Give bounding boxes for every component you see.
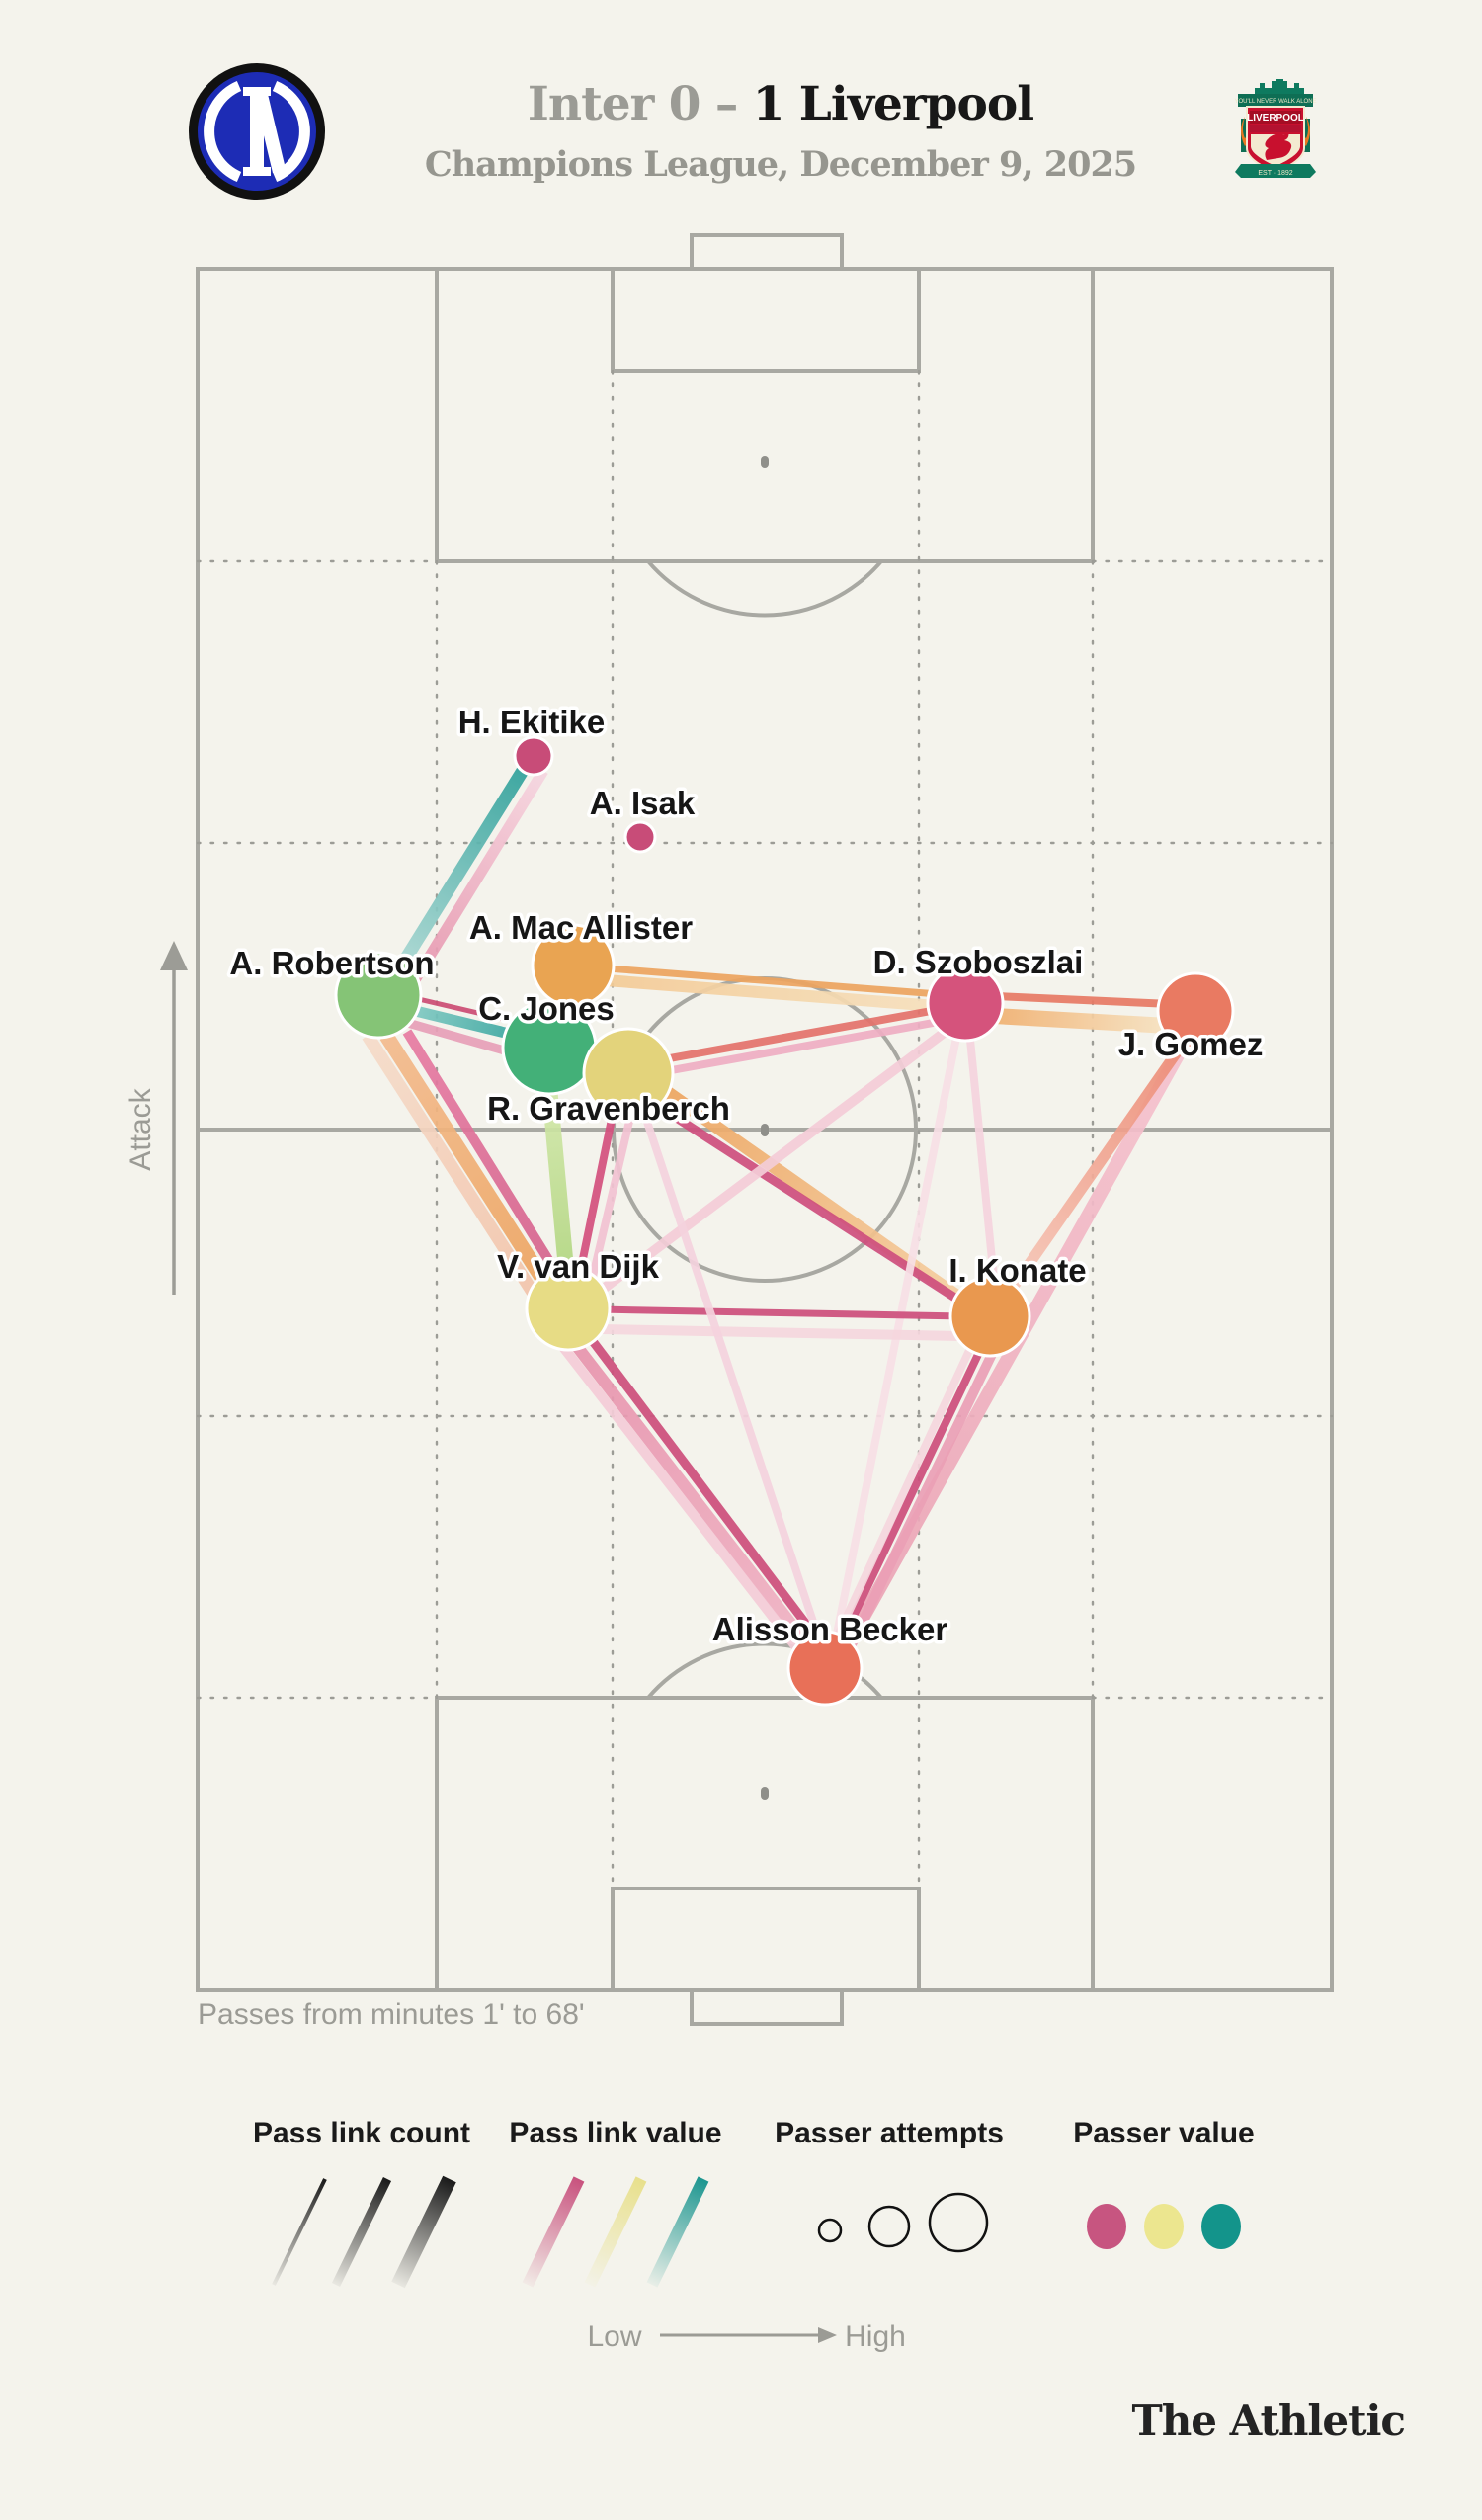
pass-link-d-szoboszlai-to-i-konate [966,1039,998,1281]
player-node-d-szoboszlai [926,964,1005,1043]
player-label-a-mac-allister: A. Mac Allister [469,909,693,946]
legend-passer-attempts-label: Passer attempts [775,2117,1004,2149]
match-subtitle: Champions League, December 9, 2025 [424,144,1137,185]
player-nodes [334,735,1235,1707]
pass-link-a-robertson-to-h-ekitike [381,762,532,992]
svg-text:LIVERPOOL: LIVERPOOL [1247,113,1304,124]
liverpool-crest-icon: YOU'LL NEVER WALK ALONE LIVERPOOL EST · … [1234,79,1317,178]
legend-scale: Low High [587,2320,905,2353]
pass-link-a-mac-allister-to-d-szoboszlai [607,965,940,998]
pass-links [362,762,1194,1656]
player-node-a-isak [623,820,657,854]
pass-link-d-szoboszlai-to-j-gomez [993,1008,1169,1034]
match-title-inter-score: Inter 0 – [527,77,753,131]
attack-arrow-icon [160,941,188,970]
player-label-r-gravenberch: R. Gravenberch [487,1090,730,1127]
legend-low-label: Low [587,2320,641,2353]
legend-glyph-passer-value [1087,2204,1241,2249]
pass-link-a-robertson-to-v-van-dijk [379,1031,558,1298]
pass-link-i-konate-to-alisson-becker [847,1343,1001,1647]
pass-link-a-mac-allister-to-d-szoboszlai [605,974,938,1012]
attack-direction: Attack [124,941,188,1295]
legend-scale-arrow-icon [818,2327,837,2343]
pass-link-i-konate-to-alisson-becker [838,1340,988,1642]
pass-link-c-jones-to-v-van-dijk [541,1086,575,1281]
player-label-v-van-dijk: V. van Dijk [497,1248,660,1285]
pass-link-a-robertson-to-v-van-dijk [402,1029,570,1290]
pass-link-a-robertson-to-v-van-dijk [362,1032,541,1301]
pass-link-v-van-dijk-to-alisson-becker [555,1338,804,1656]
pass-link-r-gravenberch-to-i-konate [656,1081,970,1308]
player-node-r-gravenberch [582,1027,675,1120]
player-node-alisson-becker [786,1630,864,1707]
player-label-h-ekitike: H. Ekitike [458,704,606,740]
pass-link-d-szoboszlai-to-j-gomez [995,992,1172,1008]
player-node-a-robertson [334,951,423,1040]
legend-glyph-pass-link-count [272,2175,456,2289]
pass-link-v-van-dijk-to-alisson-becker [585,1333,824,1645]
inter-crest-icon [189,63,325,200]
legend-pass-link-count-label: Pass link count [252,2117,471,2149]
legend-high-label: High [845,2320,906,2353]
player-label-i-konate: I. Konate [948,1252,1086,1289]
pass-link-h-ekitike-to-a-robertson [400,768,548,999]
pass-link-r-gravenberch-to-v-van-dijk [586,1108,636,1290]
player-node-i-konate [948,1275,1031,1358]
pitch-markings [196,233,1334,2026]
player-labels: H. Ekitike A. Isak A. Robertson A. Mac Alli… [226,701,1267,1651]
legend-glyphs [272,2175,1241,2289]
player-label-alisson-becker: Alisson Becker [712,1611,948,1647]
svg-text:YOU'LL NEVER WALK ALONE: YOU'LL NEVER WALK ALONE [1234,99,1316,105]
pass-link-j-gomez-to-i-konate [1003,1036,1191,1299]
player-node-h-ekitike [513,735,554,777]
player-label-d-szoboszlai: D. Szoboszlai [873,944,1084,980]
pass-link-v-van-dijk-to-alisson-becker [570,1340,815,1652]
svg-text:EST · 1892: EST · 1892 [1258,170,1292,177]
pass-link-i-konate-to-alisson-becker [828,1342,976,1650]
pass-link-r-gravenberch-to-v-van-dijk [574,1104,618,1284]
player-label-c-jones: C. Jones [478,990,615,1027]
attack-label: Attack [124,1087,157,1170]
player-label-a-robertson: A. Robertson [229,945,434,981]
legend-passer-value-label: Passer value [1073,2117,1255,2149]
pass-link-r-gravenberch-to-d-szoboszlai [665,1018,940,1075]
the-athletic-logo: The Athletic [1131,2396,1406,2445]
player-label-j-gomez: J. Gomez [1118,1026,1264,1062]
pass-link-d-szoboszlai-to-v-van-dijk [589,1024,954,1301]
time-range-note: Passes from minutes 1' to 68' [198,1998,585,2031]
pass-link-r-gravenberch-to-i-konate [641,1093,987,1320]
match-title-liverpool-score: 1 Liverpool [752,77,1034,131]
match-title: Inter 0 – 1 Liverpool [0,77,1482,131]
legend-glyph-pass-link-value [522,2176,709,2288]
pass-link-v-van-dijk-to-i-konate [597,1305,964,1320]
pass-link-r-gravenberch-to-alisson-becker [638,1105,822,1638]
pass-link-v-van-dijk-to-i-konate [600,1324,961,1341]
player-node-j-gomez [1156,971,1235,1050]
legend-pass-link-value-label: Pass link value [509,2117,722,2149]
player-node-v-van-dijk [525,1265,612,1352]
player-label-a-isak: A. Isak [590,785,696,821]
pass-link-r-gravenberch-to-d-szoboszlai [663,1006,938,1063]
legend-glyph-passer-attempts [817,2192,989,2253]
